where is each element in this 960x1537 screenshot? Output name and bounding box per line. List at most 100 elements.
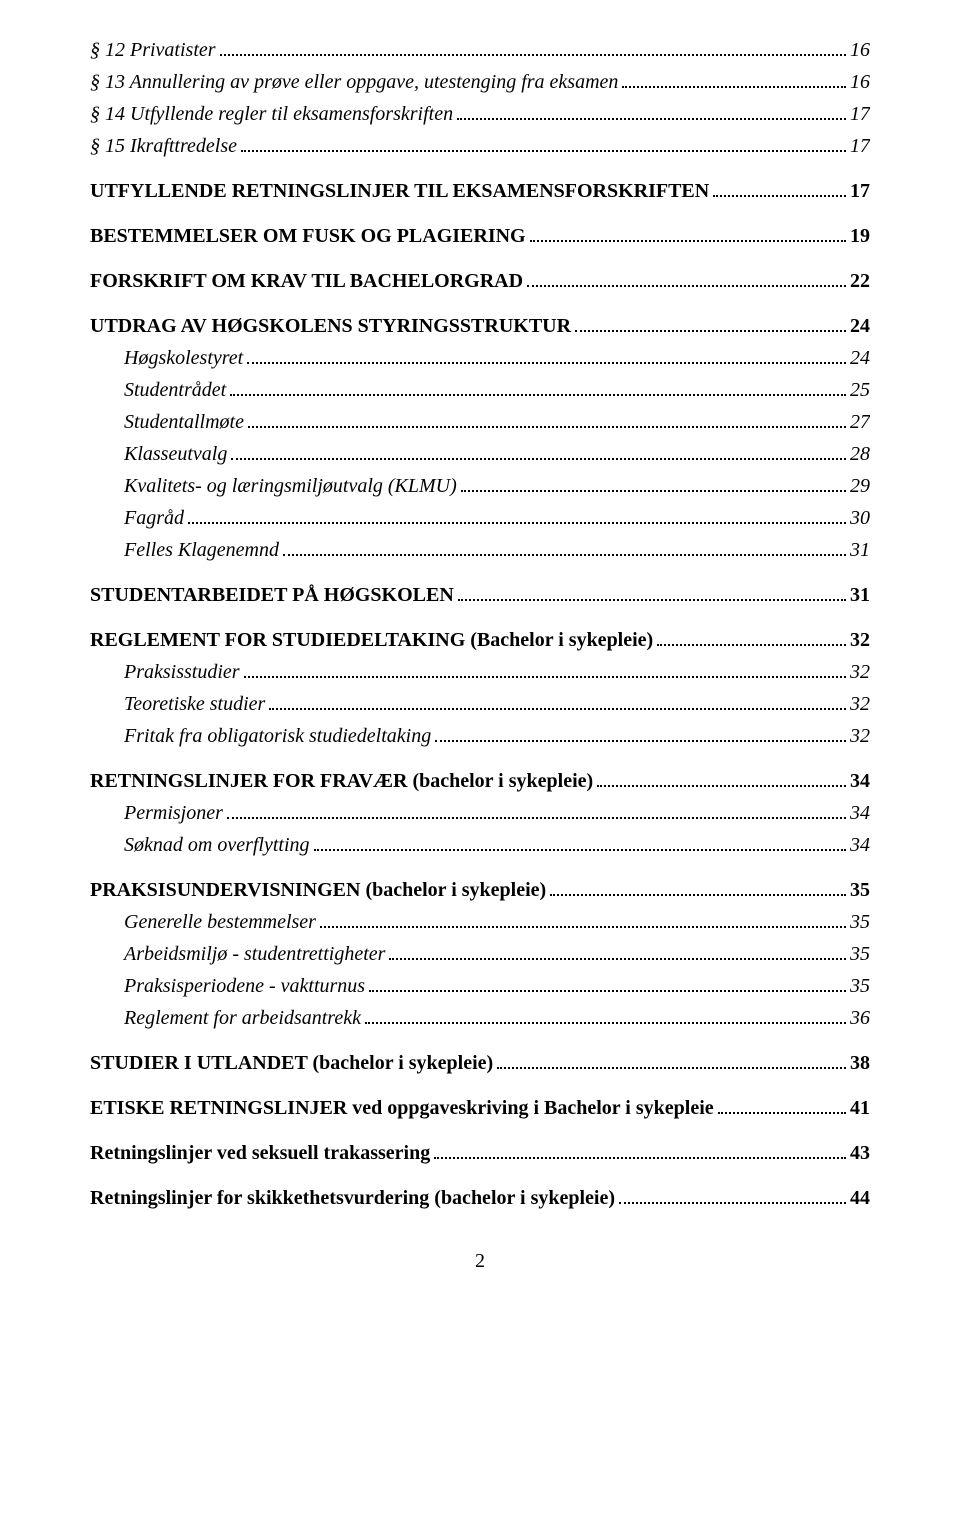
toc-entry-label: Studentallmøte <box>124 411 244 434</box>
toc-entry-label: Permisjoner <box>124 802 223 825</box>
toc-entry-page: 16 <box>850 39 870 62</box>
toc-entry-page: 34 <box>850 770 870 793</box>
toc-entry-page: 19 <box>850 225 870 248</box>
toc-dotted-leader <box>247 362 846 364</box>
toc-entry-page: 35 <box>850 943 870 966</box>
toc-dotted-leader <box>622 86 846 88</box>
toc-entry: UTFYLLENDE RETNINGSLINJER TIL EKSAMENSFO… <box>90 180 870 203</box>
toc-entry: Studentrådet25 <box>90 379 870 402</box>
toc-dotted-leader <box>435 740 846 742</box>
toc-entry-page: 17 <box>850 180 870 203</box>
toc-entry: Høgskolestyret 24 <box>90 347 870 370</box>
toc-entry: Felles Klagenemnd 31 <box>90 539 870 562</box>
toc-entry: Reglement for arbeidsantrekk36 <box>90 1007 870 1030</box>
toc-entry-label: BESTEMMELSER OM FUSK OG PLAGIERING <box>90 225 526 248</box>
toc-entry-page: 31 <box>850 539 870 562</box>
toc-entry-label: Retningslinjer for skikkethetsvurdering … <box>90 1187 615 1210</box>
toc-entry: PRAKSISUNDERVISNINGEN (bachelor i sykepl… <box>90 879 870 902</box>
toc-entry-page: 17 <box>850 103 870 126</box>
toc-entry-label: RETNINGSLINJER FOR FRAVÆR (bachelor i sy… <box>90 770 593 793</box>
toc-dotted-leader <box>231 458 846 460</box>
toc-dotted-leader <box>230 394 846 396</box>
toc-dotted-leader <box>369 990 846 992</box>
toc-entry-page: 32 <box>850 725 870 748</box>
page-number: 2 <box>90 1250 870 1273</box>
toc-entry-label: § 14 Utfyllende regler til eksamensforsk… <box>90 103 453 126</box>
toc-entry-page: 29 <box>850 475 870 498</box>
toc-entry-page: 35 <box>850 911 870 934</box>
toc-entry: Praksisperiodene - vaktturnus 35 <box>90 975 870 998</box>
toc-entry: Retningslinjer for skikkethetsvurdering … <box>90 1187 870 1210</box>
toc-entry: STUDENTARBEIDET PÅ HØGSKOLEN 31 <box>90 584 870 607</box>
toc-entry-label: Høgskolestyret <box>124 347 243 370</box>
toc-dotted-leader <box>248 426 846 428</box>
toc-entry-page: 24 <box>850 347 870 370</box>
toc-entry-page: 34 <box>850 834 870 857</box>
toc-entry-page: 36 <box>850 1007 870 1030</box>
toc-dotted-leader <box>527 285 846 287</box>
toc-dotted-leader <box>530 240 846 242</box>
toc-entry-label: Retningslinjer ved seksuell trakassering <box>90 1142 430 1165</box>
toc-entry-label: ETISKE RETNINGSLINJER ved oppgaveskrivin… <box>90 1097 714 1120</box>
toc-entry-page: 22 <box>850 270 870 293</box>
toc-dotted-leader <box>314 849 846 851</box>
toc-dotted-leader <box>269 708 846 710</box>
toc-entry: Fagråd30 <box>90 507 870 530</box>
toc-dotted-leader <box>718 1112 846 1114</box>
toc-entry-label: Teoretiske studier <box>124 693 265 716</box>
toc-entry: Arbeidsmiljø - studentrettigheter 35 <box>90 943 870 966</box>
toc-entry-label: Klasseutvalg <box>124 443 227 466</box>
toc-entry-page: 35 <box>850 975 870 998</box>
page-container: § 12 Privatister 16 § 13 Annullering av pr… <box>0 0 960 1323</box>
toc-dotted-leader <box>283 554 846 556</box>
toc-entry-page: 27 <box>850 411 870 434</box>
toc-entry: ETISKE RETNINGSLINJER ved oppgaveskrivin… <box>90 1097 870 1120</box>
toc-entry-page: 32 <box>850 661 870 684</box>
toc-entry-label: Praksisstudier <box>124 661 240 684</box>
toc-dotted-leader <box>241 150 846 152</box>
toc-dotted-leader <box>657 644 846 646</box>
toc-entry-label: Studentrådet <box>124 379 226 402</box>
toc-entry: Teoretiske studier 32 <box>90 693 870 716</box>
toc-entry: Søknad om overflytting 34 <box>90 834 870 857</box>
toc-entry: Klasseutvalg28 <box>90 443 870 466</box>
toc-entry-page: 43 <box>850 1142 870 1165</box>
toc-entry-label: § 12 Privatister <box>90 39 216 62</box>
toc-entry: § 13 Annullering av prøve eller oppgave,… <box>90 71 870 94</box>
toc-entry-page: 32 <box>850 693 870 716</box>
toc-entry-page: 34 <box>850 802 870 825</box>
toc-dotted-leader <box>320 926 846 928</box>
toc-entry-page: 41 <box>850 1097 870 1120</box>
toc-dotted-leader <box>244 676 846 678</box>
toc-entry-page: 35 <box>850 879 870 902</box>
toc-entry-label: UTFYLLENDE RETNINGSLINJER TIL EKSAMENSFO… <box>90 180 709 203</box>
toc-entry-label: PRAKSISUNDERVISNINGEN (bachelor i sykepl… <box>90 879 546 902</box>
toc-entry-label: Arbeidsmiljø - studentrettigheter <box>124 943 385 966</box>
toc-entry-label: Fritak fra obligatorisk studiedeltaking <box>124 725 431 748</box>
toc-entry: STUDIER I UTLANDET (bachelor i sykepleie… <box>90 1052 870 1075</box>
toc-entry-label: STUDIER I UTLANDET (bachelor i sykepleie… <box>90 1052 493 1075</box>
toc-entry-label: STUDENTARBEIDET PÅ HØGSKOLEN <box>90 584 454 607</box>
toc-entry: Retningslinjer ved seksuell trakassering… <box>90 1142 870 1165</box>
toc-dotted-leader <box>550 894 846 896</box>
toc-entry: Kvalitets- og læringsmiljøutvalg (KLMU)2… <box>90 475 870 498</box>
toc-entry-label: § 15 Ikrafttredelse <box>90 135 237 158</box>
toc-entry-label: Felles Klagenemnd <box>124 539 279 562</box>
toc-dotted-leader <box>461 490 846 492</box>
toc-entry-label: Generelle bestemmelser <box>124 911 316 934</box>
toc-dotted-leader <box>597 785 846 787</box>
toc-entry-label: Søknad om overflytting <box>124 834 310 857</box>
toc-entry-label: REGLEMENT FOR STUDIEDELTAKING (Bachelor … <box>90 629 653 652</box>
toc-dotted-leader <box>220 54 846 56</box>
toc-entry-label: Fagråd <box>124 507 184 530</box>
toc-dotted-leader <box>713 195 846 197</box>
toc-entry-page: 31 <box>850 584 870 607</box>
toc-entry: Studentallmøte 27 <box>90 411 870 434</box>
toc-entry: § 12 Privatister 16 <box>90 39 870 62</box>
toc-dotted-leader <box>458 599 846 601</box>
toc-entry: § 15 Ikrafttredelse17 <box>90 135 870 158</box>
toc-dotted-leader <box>619 1202 846 1204</box>
toc-entry: FORSKRIFT OM KRAV TIL BACHELORGRAD22 <box>90 270 870 293</box>
toc-dotted-leader <box>497 1067 846 1069</box>
toc-entry-label: Praksisperiodene - vaktturnus <box>124 975 365 998</box>
